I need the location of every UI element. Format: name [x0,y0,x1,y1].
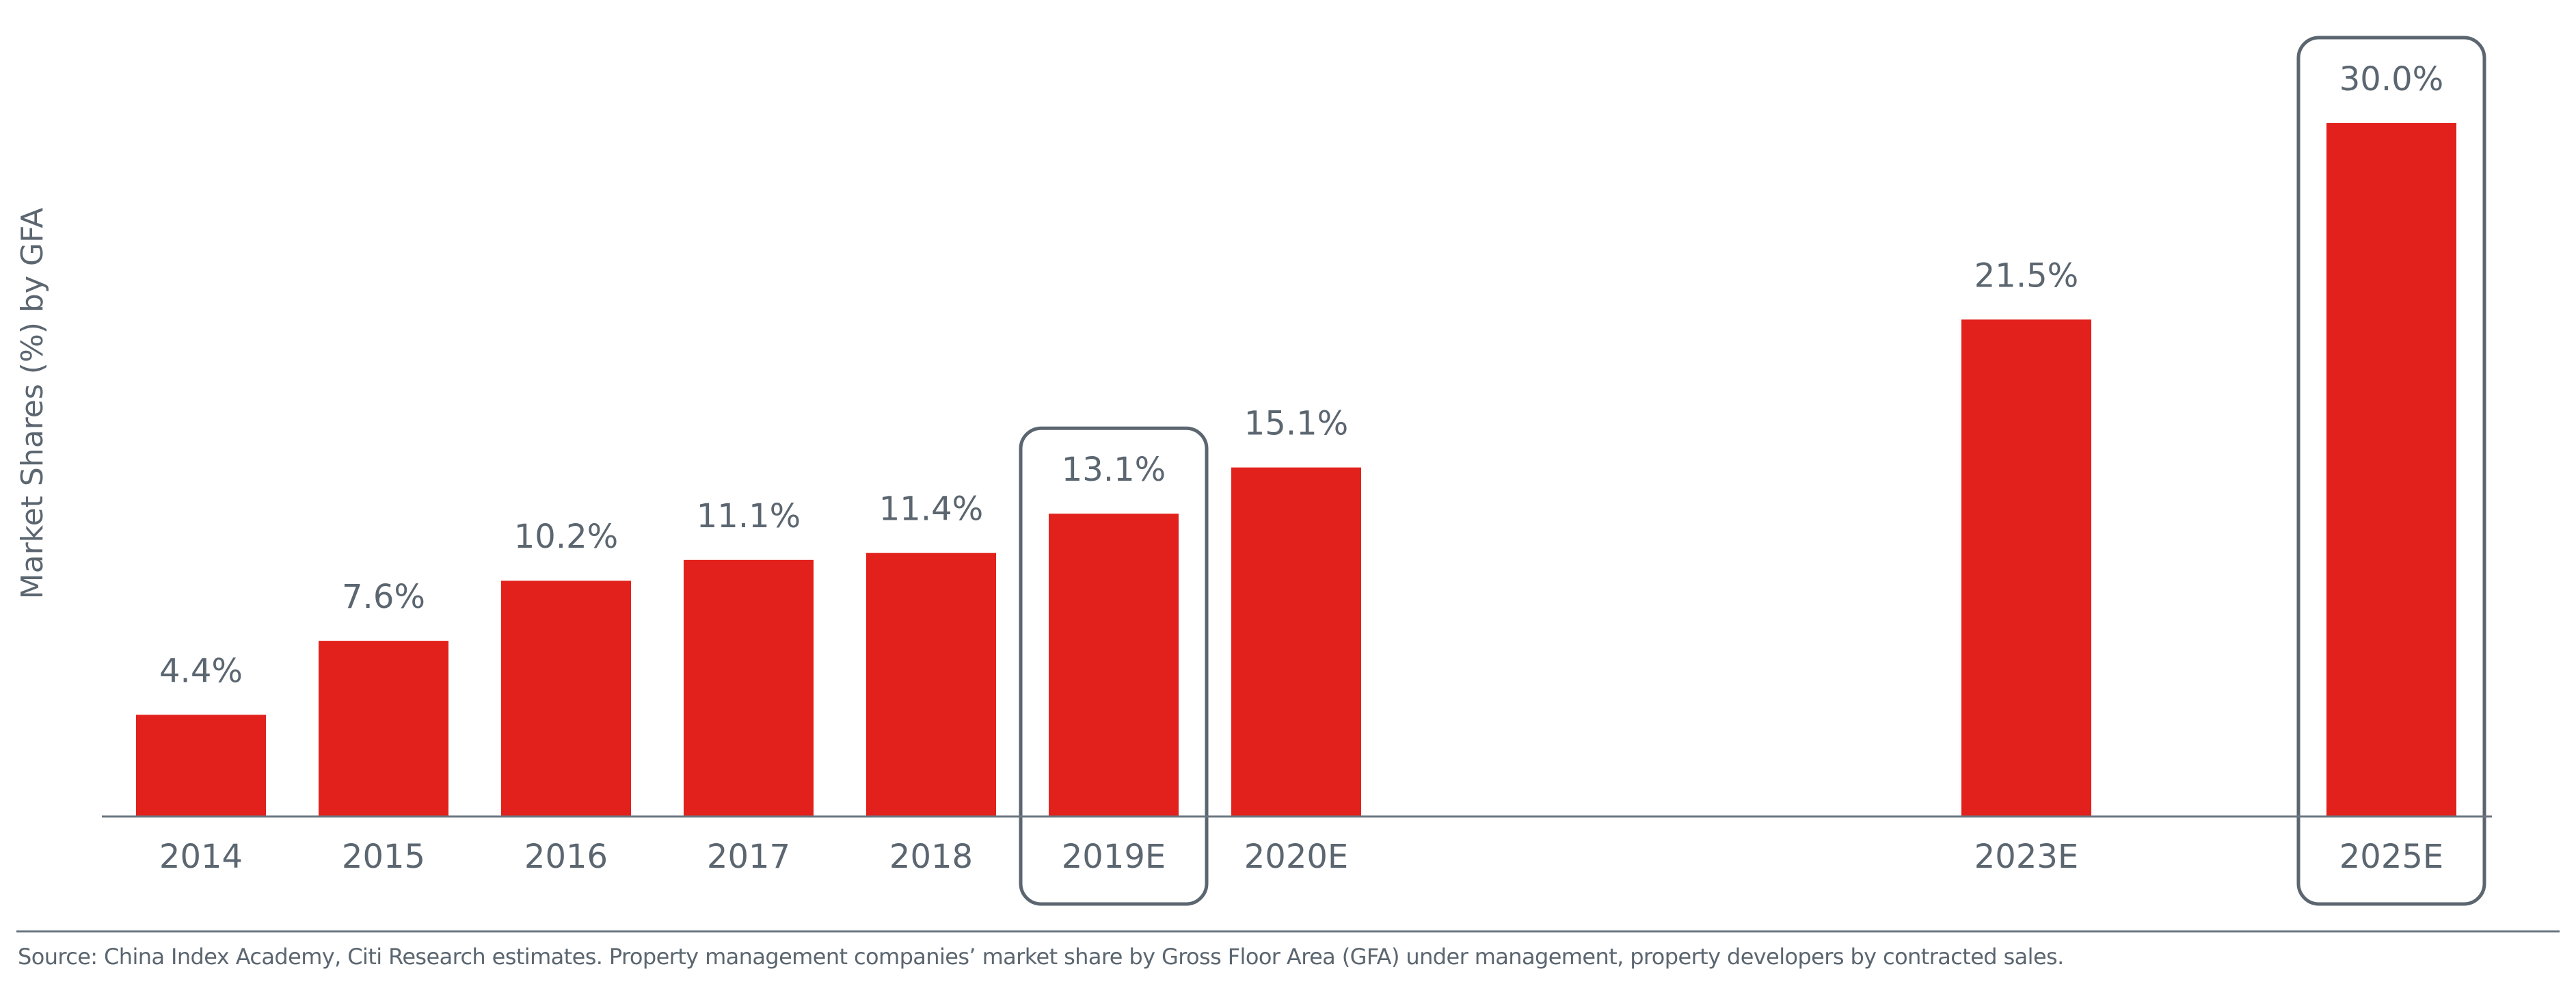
data-label-2020E: 15.1% [1244,405,1348,443]
data-label-2018: 11.4% [879,490,983,529]
data-label-2014: 4.4% [159,652,243,690]
highlight-box-2019E [1019,426,1209,906]
bar-2014 [136,715,266,816]
data-label-2016: 10.2% [514,518,618,556]
x-tick-label-2015: 2015 [342,838,425,876]
data-label-2025E: 30.0% [2339,60,2443,98]
data-label-2023E: 21.5% [1974,256,2078,295]
x-tick-label-2018: 2018 [889,838,973,876]
bar-2017 [684,559,814,816]
y-axis-label: Market Shares (%) by GFA [15,208,50,600]
bar-2015 [319,641,448,816]
bar-2019E [1049,514,1179,816]
x-tick-label-2014: 2014 [159,838,243,876]
bar-2020E [1231,467,1361,816]
x-tick-label-2020E: 2020E [1244,838,1348,876]
bar-2018 [866,553,996,816]
bar-2016 [501,581,631,816]
bar-2023E [1961,319,2091,816]
x-tick-label-2023E: 2023E [1974,838,2078,876]
data-label-2015: 7.6% [342,578,425,616]
x-tick-label-2025E: 2025E [2339,838,2443,876]
data-label-2019E: 13.1% [1062,451,1166,489]
bar-2025E [2326,123,2456,816]
x-tick-label-2016: 2016 [524,838,608,876]
x-tick-label-2017: 2017 [707,838,790,876]
highlight-box-2025E [2296,36,2486,906]
source-note: Source: China Index Academy, Citi Resear… [18,944,2064,970]
x-tick-label-2019E: 2019E [1062,838,1166,876]
data-label-2017: 11.1% [697,497,801,535]
